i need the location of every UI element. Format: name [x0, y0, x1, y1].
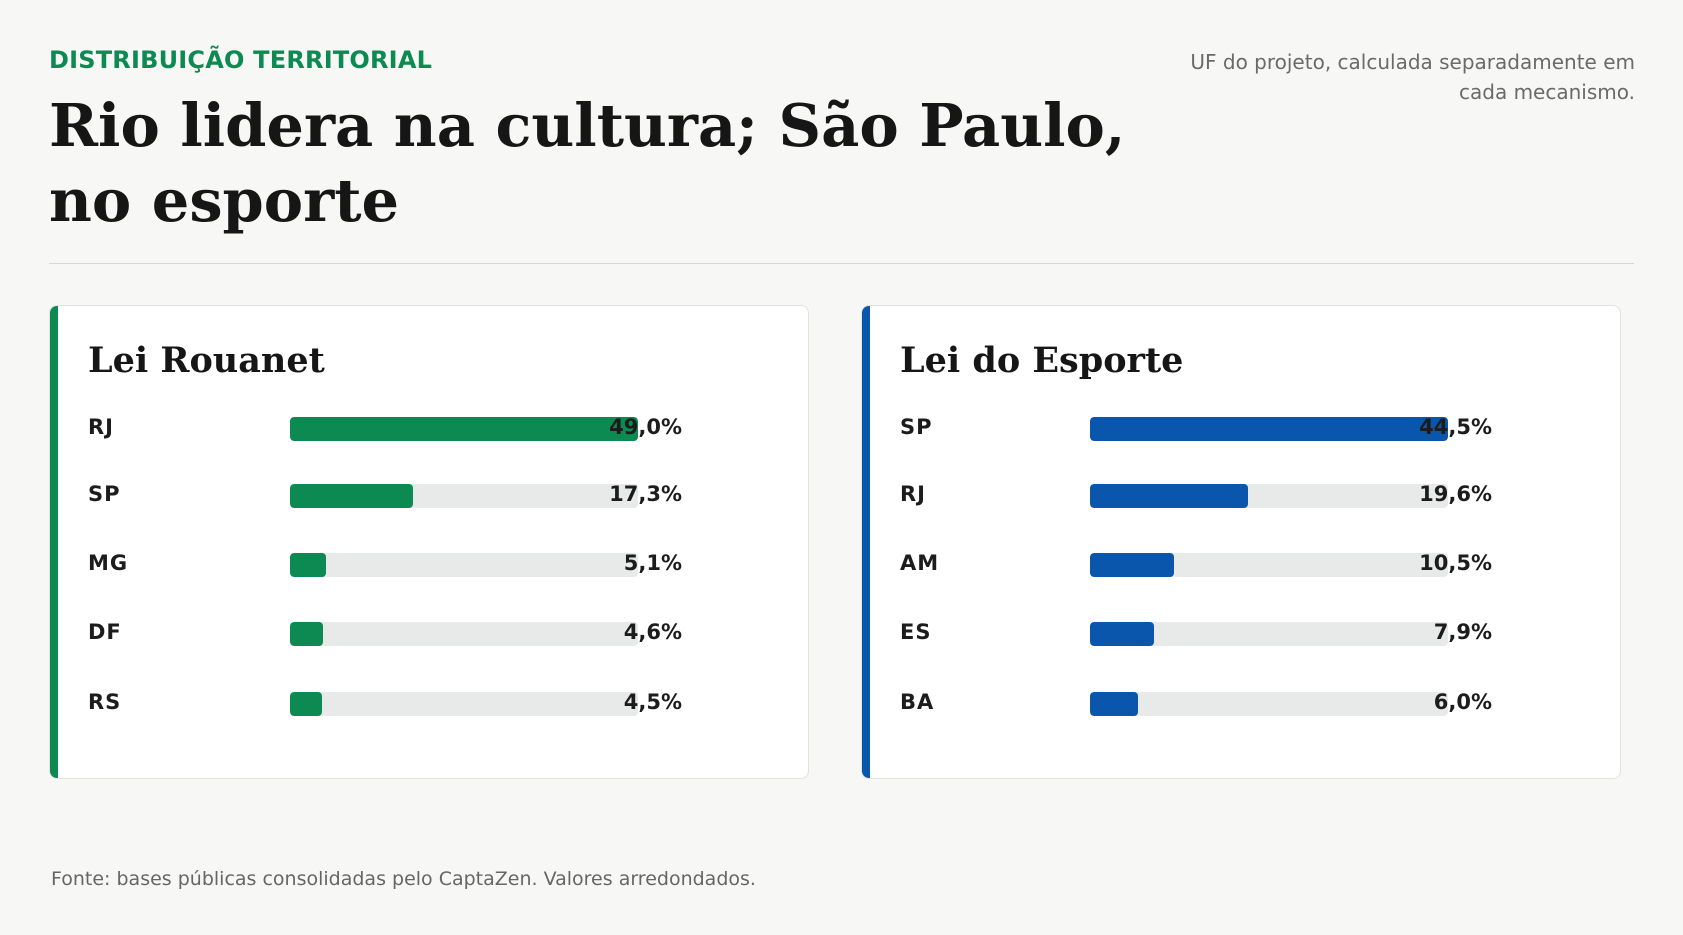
category-label: SP [900, 415, 933, 439]
value-label: 4,5% [623, 690, 682, 714]
bar-track [1090, 484, 1448, 508]
value-label: 6,0% [1433, 690, 1492, 714]
bar-track [290, 622, 638, 646]
card-lei-rouanet: Lei Rouanet RJ 49,0% SP 17,3% MG 5,1% DF 4,6% RS… [49, 305, 809, 779]
bar-track [1090, 692, 1448, 716]
bar-track [1090, 553, 1448, 577]
bar-fill [290, 484, 413, 508]
bar-fill [1090, 553, 1175, 577]
bar-fill [290, 622, 323, 646]
bar-row-sp: SP 44,5% [862, 408, 1620, 448]
value-label: 5,1% [623, 551, 682, 575]
card-title: Lei do Esporte [900, 340, 1184, 381]
bar-track [290, 553, 638, 577]
category-label: MG [88, 551, 129, 575]
bar-row-rj: RJ 49,0% [50, 408, 808, 448]
value-label: 44,5% [1419, 415, 1492, 439]
header-divider [49, 263, 1634, 264]
category-label: RJ [88, 415, 114, 439]
bar-row-rs: RS 4,5% [50, 683, 808, 723]
bar-track [290, 692, 638, 716]
bar-fill [290, 417, 638, 441]
card-lei-do-esporte: Lei do Esporte SP 44,5% RJ 19,6% AM 10,5% ES 7,… [861, 305, 1621, 779]
bar-track [290, 484, 638, 508]
value-label: 19,6% [1419, 482, 1492, 506]
value-label: 49,0% [609, 415, 682, 439]
category-label: RJ [900, 482, 926, 506]
bar-fill [290, 692, 322, 716]
value-label: 17,3% [609, 482, 682, 506]
value-label: 7,9% [1433, 620, 1492, 644]
category-label: RS [88, 690, 122, 714]
bar-row-mg: MG 5,1% [50, 544, 808, 584]
bar-row-ba: BA 6,0% [862, 683, 1620, 723]
bar-row-rj: RJ 19,6% [862, 475, 1620, 515]
kicker: DISTRIBUIÇÃO TERRITORIAL [49, 46, 433, 74]
bar-track [1090, 622, 1448, 646]
bar-row-es: ES 7,9% [862, 613, 1620, 653]
category-label: AM [900, 551, 940, 575]
bar-fill [1090, 417, 1448, 441]
bar-track [1090, 417, 1448, 441]
bar-fill [290, 553, 327, 577]
bar-track [290, 417, 638, 441]
bar-row-df: DF 4,6% [50, 613, 808, 653]
chart-note: UF do projeto, calculada separadamente e… [1190, 50, 1635, 104]
card-accent-bar [862, 306, 870, 778]
card-accent-bar [50, 306, 58, 778]
category-label: ES [900, 620, 932, 644]
value-label: 4,6% [623, 620, 682, 644]
bar-row-sp: SP 17,3% [50, 475, 808, 515]
bar-fill [1090, 484, 1248, 508]
bar-row-am: AM 10,5% [862, 544, 1620, 584]
category-label: BA [900, 690, 935, 714]
value-label: 10,5% [1419, 551, 1492, 575]
source-note: Fonte: bases públicas consolidadas pelo … [51, 868, 756, 890]
category-label: SP [88, 482, 121, 506]
page-title: Rio lidera na cultura; São Paulo, no esp… [49, 91, 1126, 235]
bar-fill [1090, 622, 1154, 646]
category-label: DF [88, 620, 122, 644]
bar-fill [1090, 692, 1139, 716]
card-title: Lei Rouanet [88, 340, 325, 381]
